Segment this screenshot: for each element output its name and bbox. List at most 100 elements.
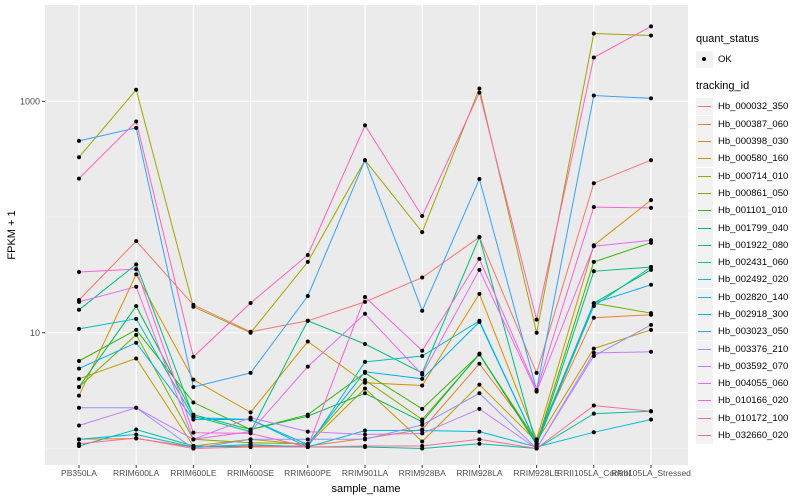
data-point-Hb_002918_300 [77, 366, 81, 371]
data-point-Hb_032660_020 [363, 444, 367, 449]
data-point-Hb_001799_040 [134, 304, 139, 309]
data-point-Hb_010166_020 [591, 205, 596, 210]
data-point-Hb_002918_300 [420, 376, 425, 381]
data-point-Hb_010166_020 [420, 348, 425, 353]
data-point-Hb_010166_020 [477, 256, 482, 261]
legend-item: Hb_003023_050 [696, 323, 788, 341]
data-point-Hb_003376_210 [649, 322, 653, 327]
data-point-Hb_002820_140 [591, 430, 596, 435]
data-point-Hb_003592_070 [649, 349, 653, 354]
data-point-Hb_002492_020 [363, 359, 367, 364]
data-point-Hb_032660_020 [134, 436, 139, 441]
data-point-Hb_002492_020 [420, 353, 425, 358]
legend-item: Hb_003592_070 [696, 357, 788, 375]
legend-item: Hb_002820_140 [696, 288, 788, 306]
data-point-Hb_010172_100 [591, 55, 596, 60]
y-tick-label: 10 [30, 328, 40, 338]
data-point-Hb_003376_210 [248, 437, 253, 442]
line-swatch-icon [696, 115, 713, 133]
legend-item: Hb_002431_060 [696, 254, 789, 272]
data-point-Hb_000714_010 [77, 155, 81, 160]
data-point-Hb_000032_350 [420, 275, 425, 280]
data-point-Hb_000580_160 [363, 386, 367, 391]
data-point-Hb_002492_020 [649, 265, 653, 270]
line-swatch-icon [696, 392, 713, 410]
data-point-Hb_010166_020 [363, 294, 367, 299]
data-point-Hb_004055_060 [191, 437, 196, 442]
legend-item: Hb_000714_010 [696, 167, 789, 185]
data-point-Hb_032660_020 [591, 403, 596, 408]
data-point-Hb_002820_140 [420, 428, 425, 433]
legend-item: Hb_000387_060 [696, 115, 788, 133]
legend-label: OK [718, 54, 732, 66]
line-swatch-icon [696, 409, 713, 427]
data-point-Hb_010172_100 [363, 123, 367, 128]
data-point-Hb_032660_020 [477, 437, 482, 442]
data-point-Hb_000032_350 [649, 158, 653, 163]
x-tick-label: RRIM600PE [284, 468, 332, 478]
legend-label: Hb_010166_020 [718, 395, 789, 407]
data-point-Hb_002918_300 [534, 441, 539, 446]
data-point-Hb_002918_300 [363, 369, 367, 374]
legend-label: Hb_010172_100 [718, 412, 789, 424]
legend-item: Hb_001101_010 [696, 202, 788, 220]
data-point-Hb_001799_040 [305, 414, 310, 419]
data-point-Hb_001922_080 [134, 262, 139, 267]
data-point-Hb_001922_080 [363, 341, 367, 346]
point-icon [696, 51, 713, 69]
data-point-Hb_002918_300 [477, 319, 482, 324]
legend-item: Hb_000398_030 [696, 133, 789, 151]
data-point-Hb_002492_020 [77, 326, 81, 331]
x-tick-label: RRIM901LA [342, 468, 389, 478]
line-swatch-icon [696, 202, 713, 220]
legend-label: Hb_000714_010 [718, 170, 789, 182]
x-axis: PB350LA RRIM600LA RRIM600LE RRIM600SE RRIM60… [61, 465, 691, 478]
line-swatch-icon [696, 219, 713, 237]
data-point-Hb_000580_160 [77, 376, 81, 381]
data-point-Hb_001922_080 [305, 318, 310, 323]
data-point-Hb_004055_060 [420, 372, 425, 377]
data-point-Hb_004055_060 [363, 311, 367, 316]
legend-label: Hb_001799_040 [718, 222, 789, 234]
legend-item: Hb_010172_100 [696, 409, 789, 427]
x-tick-label: RRIM928BA [399, 468, 447, 478]
line-swatch-icon [696, 254, 713, 272]
color-legend: Hb_000032_350 Hb_000387_060 Hb_000398_030 H… [696, 98, 789, 445]
data-point-Hb_003023_050 [77, 138, 81, 143]
data-point-Hb_004055_060 [591, 244, 596, 249]
data-point-Hb_000580_160 [591, 346, 596, 351]
data-point-Hb_000580_160 [649, 327, 653, 332]
legend-label: Hb_004055_060 [718, 378, 789, 390]
data-point-Hb_000580_160 [134, 356, 139, 361]
data-point-Hb_003592_070 [77, 423, 81, 428]
legend-label: Hb_002431_060 [718, 257, 789, 269]
data-point-Hb_004055_060 [134, 284, 139, 289]
x-tick-label: RRIM928LA [456, 468, 503, 478]
data-point-Hb_000714_010 [534, 330, 539, 335]
legend-label: Hb_000398_030 [718, 136, 789, 148]
data-point-Hb_000861_050 [649, 311, 653, 316]
data-point-Hb_010172_100 [649, 24, 653, 29]
line-swatch-icon [696, 427, 713, 445]
data-point-Hb_002918_300 [191, 417, 196, 422]
line-swatch-icon [696, 167, 713, 185]
legend-item: Hb_010166_020 [696, 392, 789, 410]
data-point-Hb_003376_210 [477, 391, 482, 396]
data-point-Hb_000714_010 [305, 259, 310, 264]
data-point-Hb_004055_060 [77, 299, 81, 304]
data-point-Hb_001922_080 [477, 235, 482, 240]
data-point-Hb_001799_040 [649, 267, 653, 272]
data-point-Hb_003023_050 [305, 293, 310, 298]
data-point-Hb_002431_060 [134, 427, 139, 432]
data-point-Hb_000398_030 [477, 291, 482, 296]
line-swatch-icon [696, 184, 713, 202]
y-tick-label: 1000 [20, 96, 40, 106]
data-point-Hb_000714_010 [649, 33, 653, 38]
data-point-Hb_003592_070 [420, 431, 425, 436]
data-point-Hb_003023_050 [420, 308, 425, 313]
data-point-Hb_010166_020 [191, 430, 196, 435]
data-point-Hb_001799_040 [420, 419, 425, 424]
data-point-Hb_000032_350 [134, 239, 139, 244]
data-point-Hb_003592_070 [305, 429, 310, 434]
data-point-Hb_000714_010 [420, 230, 425, 235]
